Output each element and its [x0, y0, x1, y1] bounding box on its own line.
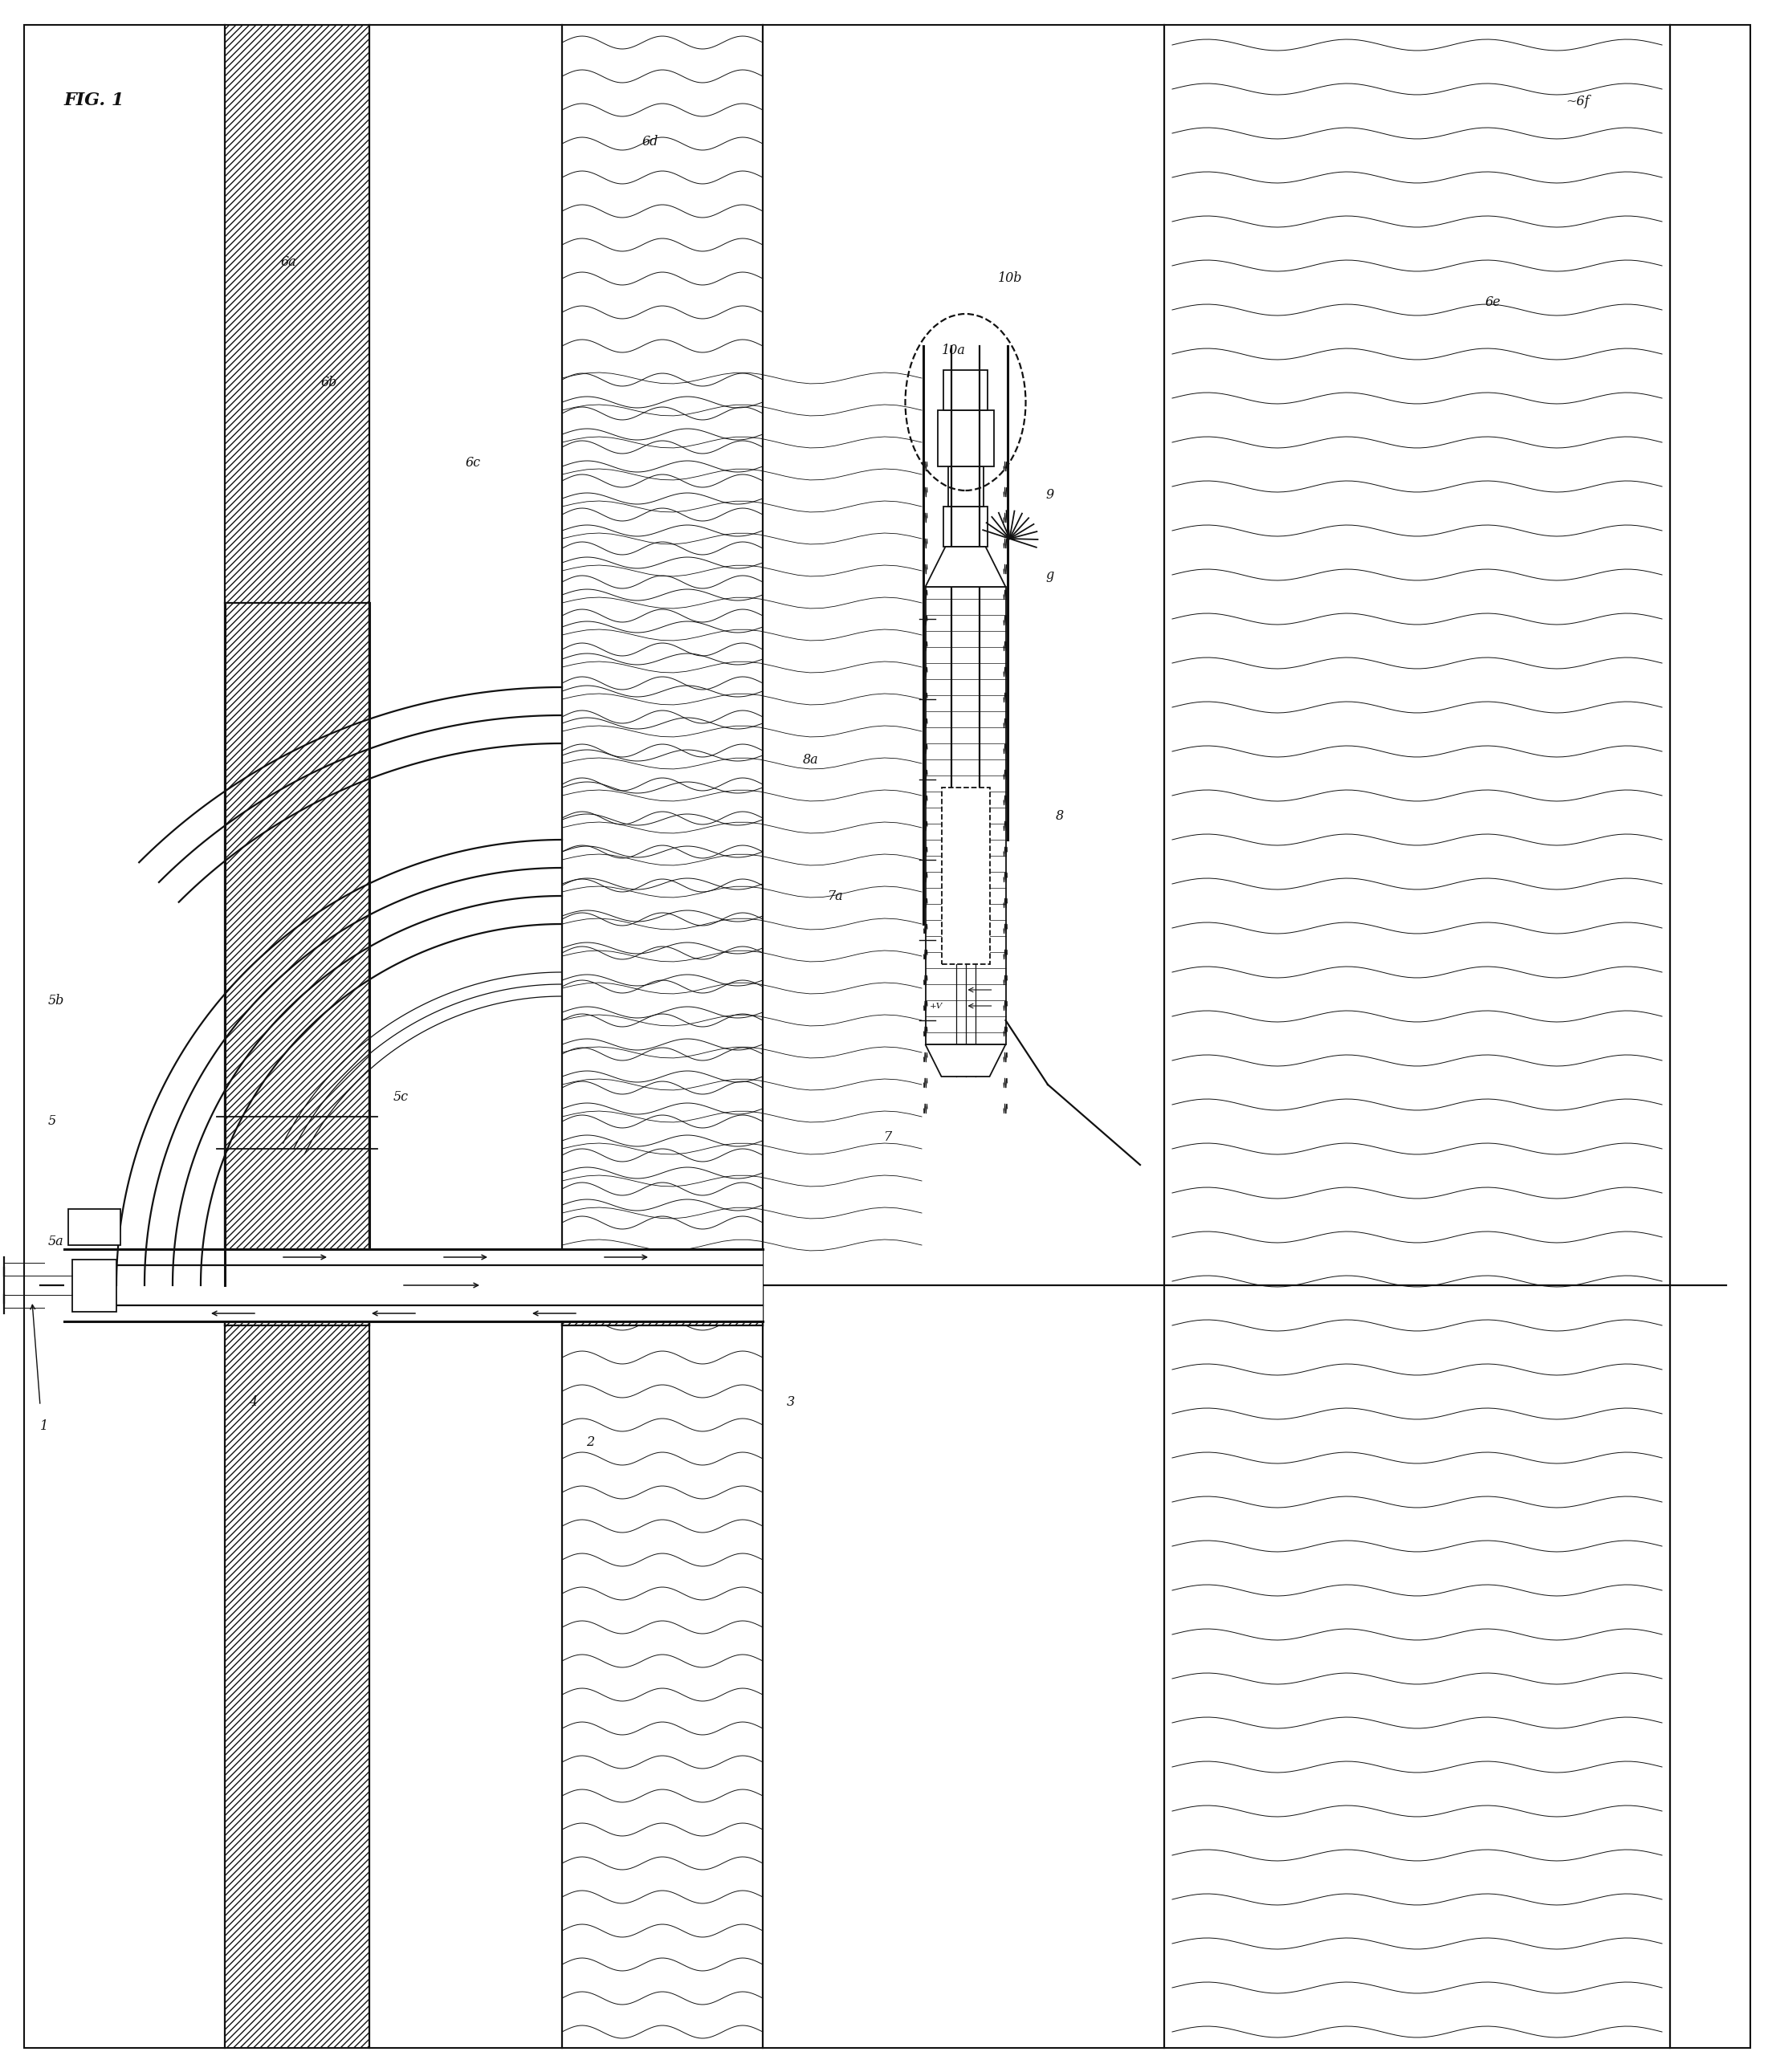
Text: 7: 7: [883, 1131, 892, 1144]
Text: 5: 5: [48, 1115, 57, 1127]
Polygon shape: [925, 547, 1005, 586]
Text: 7a: 7a: [828, 889, 844, 903]
Bar: [73, 1260, 117, 1312]
Text: 10a: 10a: [941, 344, 966, 356]
Text: 8: 8: [1055, 810, 1064, 823]
Bar: [67, 1208, 121, 1245]
Bar: [226, 1285, 369, 1326]
Bar: [943, 506, 987, 547]
Text: 4: 4: [249, 1394, 258, 1409]
Text: 6e: 6e: [1485, 296, 1501, 309]
Bar: [64, 1249, 762, 1322]
Bar: [561, 1285, 762, 1326]
Bar: [920, 338, 1012, 932]
Bar: [925, 586, 1005, 1044]
Text: 6d: 6d: [643, 135, 659, 149]
Bar: [938, 410, 993, 466]
Bar: [943, 371, 987, 410]
Text: 5a: 5a: [48, 1235, 64, 1247]
Bar: [948, 466, 984, 506]
Text: 9: 9: [1046, 489, 1053, 501]
Text: 6b: 6b: [321, 375, 337, 390]
Text: 3: 3: [787, 1394, 796, 1409]
Text: 10b: 10b: [998, 271, 1021, 286]
Text: 2: 2: [586, 1436, 595, 1448]
Text: 1: 1: [41, 1419, 48, 1434]
Bar: [226, 25, 369, 2047]
Polygon shape: [925, 1044, 1005, 1077]
Text: 5b: 5b: [48, 995, 64, 1007]
Bar: [941, 787, 989, 963]
Bar: [924, 346, 1007, 924]
Text: 8a: 8a: [803, 752, 819, 767]
Text: 6c: 6c: [465, 456, 481, 470]
Text: FIG. 1: FIG. 1: [64, 91, 124, 110]
Text: g: g: [1046, 568, 1053, 582]
Text: ~6f: ~6f: [1566, 95, 1590, 108]
Text: 6a: 6a: [281, 255, 297, 269]
Text: 5c: 5c: [394, 1090, 408, 1104]
Text: +V: +V: [929, 1003, 943, 1009]
